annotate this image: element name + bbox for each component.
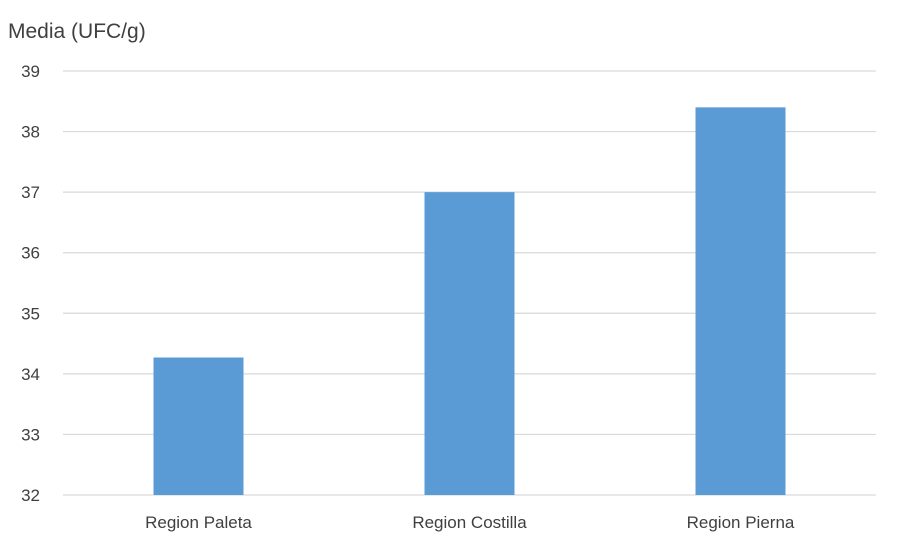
x-axis-categories: Region Paleta Region Costilla Region Piern…	[145, 513, 795, 532]
y-tick-label: 36	[21, 244, 40, 263]
y-tick-label: 38	[21, 123, 40, 142]
y-tick-label: 35	[21, 304, 40, 323]
x-category-label: Region Paleta	[145, 513, 252, 532]
bar-region-paleta	[153, 357, 244, 495]
y-tick-label: 39	[21, 62, 40, 81]
bars	[153, 107, 786, 495]
y-axis-title: Media (UFC/g)	[8, 20, 146, 43]
bar-region-costilla	[424, 192, 515, 495]
y-tick-label: 33	[21, 425, 40, 444]
y-tick-label: 37	[21, 183, 40, 202]
y-axis-ticks: 32 33 34 35 36 37 38 39	[21, 62, 40, 505]
x-category-label: Region Pierna	[687, 513, 795, 532]
bar-region-pierna	[695, 107, 786, 495]
y-tick-label: 32	[21, 486, 40, 505]
y-tick-label: 34	[21, 365, 40, 384]
x-category-label: Region Costilla	[412, 513, 527, 532]
